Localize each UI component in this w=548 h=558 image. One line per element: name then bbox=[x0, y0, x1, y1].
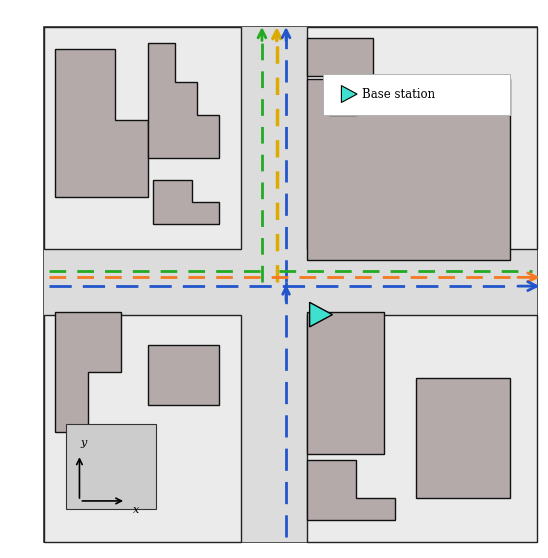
Polygon shape bbox=[310, 302, 333, 327]
Bar bbox=[241, 27, 307, 542]
Bar bbox=[307, 315, 537, 542]
Text: x: x bbox=[133, 506, 139, 516]
Bar bbox=[44, 27, 241, 249]
Bar bbox=[66, 424, 156, 509]
Bar bbox=[307, 27, 537, 249]
Bar bbox=[148, 345, 219, 405]
Polygon shape bbox=[307, 460, 395, 520]
Bar bbox=[416, 378, 510, 498]
Polygon shape bbox=[341, 85, 357, 103]
Polygon shape bbox=[153, 180, 219, 224]
FancyBboxPatch shape bbox=[323, 74, 510, 114]
Polygon shape bbox=[148, 44, 219, 158]
Text: Base station: Base station bbox=[362, 88, 435, 100]
Bar bbox=[44, 249, 537, 315]
Polygon shape bbox=[55, 312, 121, 432]
Bar bbox=[307, 312, 384, 454]
Polygon shape bbox=[307, 79, 510, 260]
Polygon shape bbox=[55, 49, 148, 197]
Bar bbox=[307, 38, 373, 76]
Text: y: y bbox=[81, 438, 87, 448]
Bar bbox=[44, 315, 241, 542]
FancyBboxPatch shape bbox=[325, 75, 511, 116]
